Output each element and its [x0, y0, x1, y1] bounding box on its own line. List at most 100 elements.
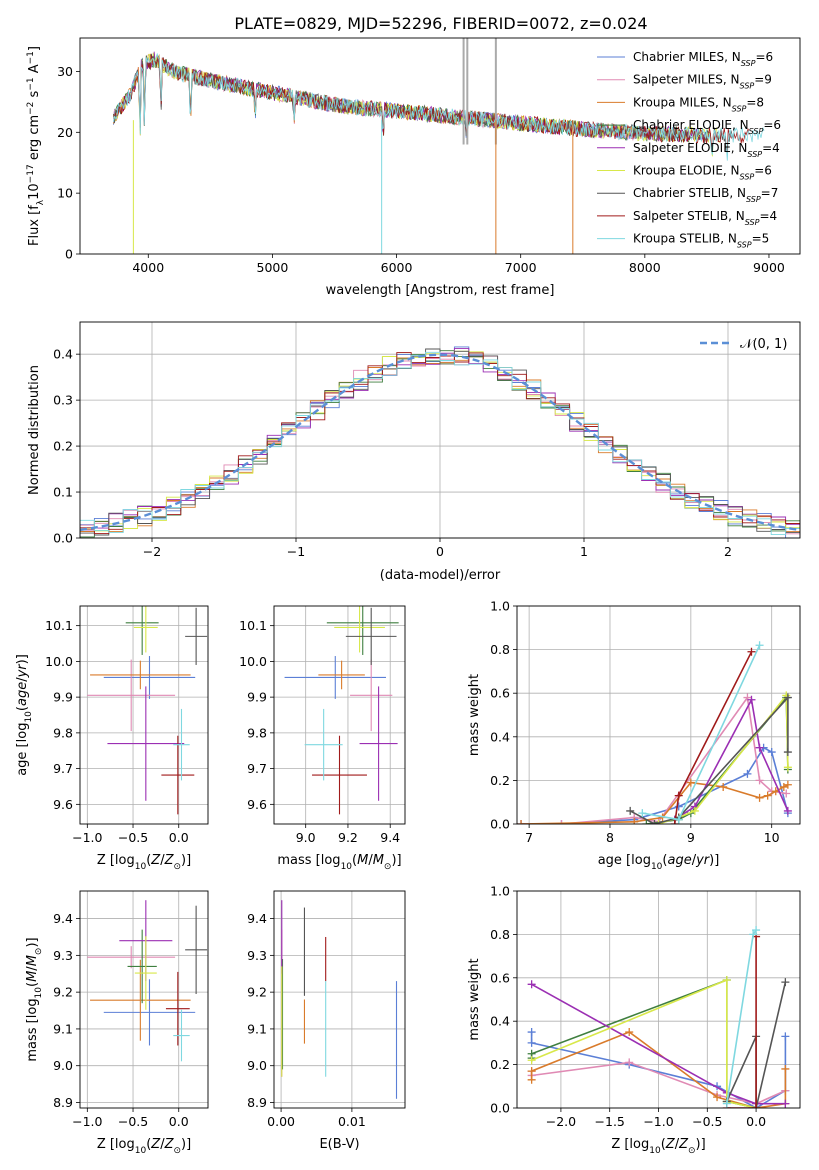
x-tick-label: 8000 — [629, 260, 661, 275]
mass-weight-vs-age-axes: 7 8 9 10 0.0 0.2 0.4 0.6 0.8 1.0 mass weight age [l… — [467, 599, 801, 872]
spectrum-legend: Chabrier MILES, NSSP=6 Salpeter MILES, NS… — [597, 50, 781, 249]
weight-marker — [752, 1104, 761, 1108]
y-tick-label: 8.9 — [53, 1095, 73, 1110]
weight-marker — [625, 1058, 634, 1067]
legend-label: 𝒩(0, 1) — [740, 337, 787, 352]
weight-marker — [781, 1032, 790, 1041]
spectrum-line — [113, 53, 735, 153]
spectrum-line — [113, 52, 765, 161]
x-axis-label: Z [log10(Z/Z⊙)] — [97, 1137, 191, 1156]
y-axis-label: mass weight — [467, 674, 482, 756]
y-tick-label: 0.0 — [490, 817, 510, 832]
y-tick-label: 0.1 — [53, 485, 73, 500]
weight-line — [531, 983, 786, 1105]
errorbars — [284, 606, 399, 815]
weight-marker — [779, 782, 788, 791]
weight-marker — [625, 1028, 634, 1037]
y-axis-label: age [log10(age/yr)] — [15, 654, 34, 776]
weight-marker — [527, 1038, 536, 1047]
x-tick-label: 9000 — [753, 260, 785, 275]
x-tick-label: 9.4 — [380, 830, 400, 845]
weight-line — [521, 746, 789, 824]
figure-title: PLATE=0829, MJD=52296, FIBERID=0072, z=0… — [234, 14, 647, 33]
y-axis-label: Normed distribution — [27, 365, 42, 495]
axes-frame — [516, 605, 801, 825]
y-tick-label: 10.0 — [45, 654, 73, 669]
axes-frame — [516, 890, 801, 1109]
x-tick-label: 1 — [580, 544, 588, 559]
weight-marker — [755, 641, 764, 650]
y-tick-label: 10.1 — [239, 618, 267, 633]
y-tick-label: 0 — [65, 247, 73, 262]
spectrum-lines — [113, 38, 765, 254]
x-axis-label: mass [log10(M/M⊙)] — [277, 853, 401, 872]
x-tick-label: 0.0 — [169, 830, 189, 845]
weight-marker — [749, 930, 758, 939]
y-tick-label: 10 — [57, 186, 73, 201]
axes-frame — [79, 37, 801, 255]
x-tick-label: 0 — [436, 544, 444, 559]
y-tick-label: 30 — [57, 64, 73, 79]
x-tick-label: 0.0 — [169, 1114, 189, 1129]
y-tick-label: 0.0 — [490, 1101, 510, 1116]
y-tick-label: 0.4 — [490, 1014, 510, 1029]
x-tick-label: 0.0 — [746, 1114, 766, 1129]
weight-marker — [747, 695, 756, 704]
x-axis-label: age [log10(age/yr)] — [598, 853, 720, 872]
weight-line — [726, 929, 757, 1104]
weight-marker — [654, 820, 663, 824]
weight-line — [673, 651, 753, 824]
legend-label: Chabrier MILES, NSSP=6 — [633, 50, 773, 68]
age-vs-mass-axes: 9.0 9.2 9.4 9.6 9.7 9.8 9.9 10.0 10.1 mass [log10… — [239, 605, 406, 872]
x-tick-label: −0.5 — [692, 1114, 722, 1129]
weight-lines — [517, 641, 792, 824]
weight-marker — [650, 820, 659, 824]
age-vs-Z-axes: −1.0 −0.5 0.0 9.6 9.7 9.8 9.9 10.0 10.1 Z [log10(… — [15, 605, 209, 872]
weight-marker — [630, 817, 639, 824]
y-tick-label: 9.3 — [53, 948, 73, 963]
y-tick-label: 9.8 — [247, 725, 267, 740]
weight-marker — [755, 793, 764, 802]
mass-vs-Z-axes: −1.0 −0.5 0.0 8.9 9.0 9.1 9.2 9.3 9.4 Z [log10(Z/… — [25, 890, 209, 1156]
weight-marker — [713, 1093, 722, 1102]
mass-vs-EBV-axes: 0.00 0.01 8.9 9.0 9.1 9.2 9.3 9.4 E(B-V) — [247, 890, 406, 1152]
y-axis-label: Flux [fλ10−17 erg cm−2 s−1 A−1] — [26, 46, 46, 246]
legend-label: Kroupa STELIB, NSSP=5 — [633, 232, 769, 250]
axes-frame — [79, 890, 209, 1109]
weight-marker — [527, 980, 536, 989]
weight-marker — [783, 748, 792, 757]
y-tick-label: 9.6 — [53, 797, 73, 812]
y-tick-label: 9.7 — [53, 761, 73, 776]
errorbars — [281, 900, 398, 1099]
legend-label: Chabrier STELIB, NSSP=7 — [633, 186, 778, 204]
y-tick-label: 9.0 — [53, 1058, 73, 1073]
weight-marker — [722, 1099, 731, 1108]
normal-curve — [80, 353, 800, 532]
weight-marker — [781, 978, 790, 987]
y-tick-label: 9.9 — [53, 690, 73, 705]
weight-marker — [747, 647, 756, 656]
y-tick-label: 0.4 — [53, 347, 73, 362]
errorbars — [87, 900, 208, 1062]
y-tick-label: 0.2 — [490, 1057, 510, 1072]
plots-layer: 4000 5000 6000 7000 8000 90000102030wavelengt… — [15, 37, 801, 1156]
legend-label: Salpeter ELODIE, NSSP=4 — [633, 141, 780, 159]
y-tick-label: 9.2 — [247, 985, 267, 1000]
y-tick-label: 0.2 — [53, 439, 73, 454]
spectrum-axes: 4000 5000 6000 7000 8000 9000 0 10 20 30 wavelengt… — [26, 37, 801, 298]
weight-marker — [719, 782, 728, 791]
errorbars — [87, 606, 208, 815]
weight-marker — [527, 1028, 536, 1037]
axes-frame — [79, 605, 209, 825]
x-tick-label: 4000 — [132, 260, 164, 275]
x-tick-label: −2.0 — [546, 1114, 576, 1129]
weight-marker — [527, 1067, 536, 1076]
x-tick-label: −2 — [143, 544, 161, 559]
residuals-axes: −2 −1 0 1 2 0.0 0.1 0.2 0.3 0.4 (data-model)/error… — [27, 321, 801, 583]
y-tick-label: 9.1 — [247, 1021, 267, 1036]
x-tick-label: 0.00 — [267, 1114, 295, 1129]
weight-lines — [527, 926, 790, 1108]
weight-line — [726, 936, 757, 1108]
y-tick-label: 10.0 — [239, 654, 267, 669]
axes-frame — [273, 890, 406, 1109]
